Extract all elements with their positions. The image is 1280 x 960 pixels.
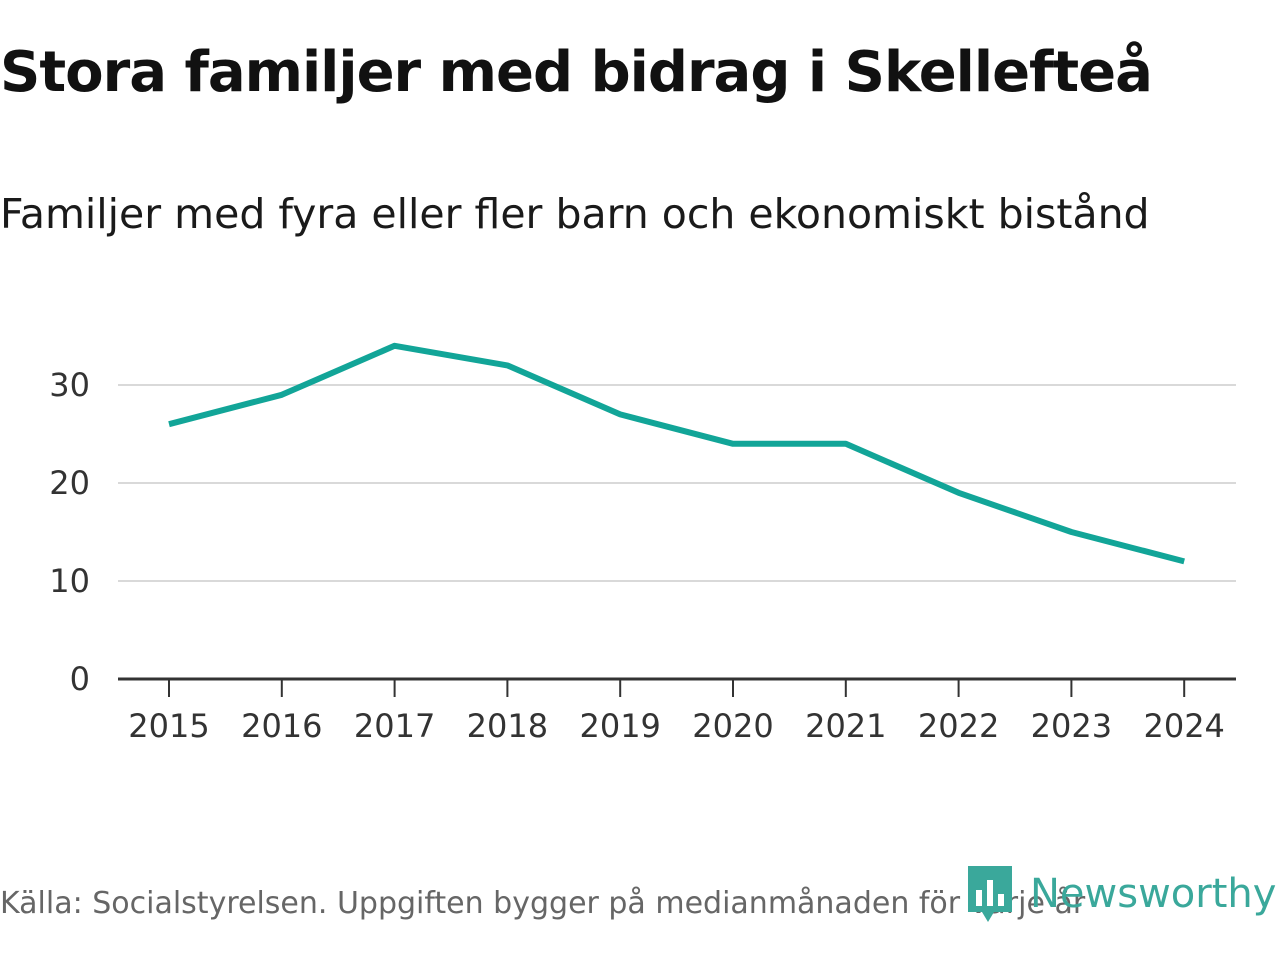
x-tick-label-2018: 2018 bbox=[467, 707, 548, 745]
x-tick-label-2021: 2021 bbox=[805, 707, 886, 745]
newsworthy-logo: Newsworthy bbox=[964, 864, 1276, 924]
y-tick-label-30: 30 bbox=[49, 366, 90, 404]
x-tick-label-2019: 2019 bbox=[579, 707, 660, 745]
chart-subtitle: Familjer med fyra eller fler barn och ek… bbox=[0, 190, 1150, 238]
x-tick-label-2023: 2023 bbox=[1031, 707, 1112, 745]
y-tick-label-0: 0 bbox=[70, 660, 90, 698]
y-tick-label-10: 10 bbox=[49, 562, 90, 600]
x-tick-label-2015: 2015 bbox=[128, 707, 209, 745]
logo-text: Newsworthy bbox=[1030, 871, 1277, 917]
x-tick-label-2024: 2024 bbox=[1143, 707, 1224, 745]
x-tick-label-2022: 2022 bbox=[918, 707, 999, 745]
x-tick-label-2016: 2016 bbox=[241, 707, 322, 745]
x-tick-label-2017: 2017 bbox=[354, 707, 435, 745]
series-line-0 bbox=[168, 342, 1185, 565]
chart-title: Stora familjer med bidrag i Skellefteå bbox=[0, 40, 1153, 105]
newsworthy-logo-icon bbox=[968, 866, 1012, 922]
source-note: Källa: Socialstyrelsen. Uppgiften bygger… bbox=[0, 886, 1086, 921]
y-tick-label-20: 20 bbox=[49, 464, 90, 502]
x-tick-label-2020: 2020 bbox=[692, 707, 773, 745]
